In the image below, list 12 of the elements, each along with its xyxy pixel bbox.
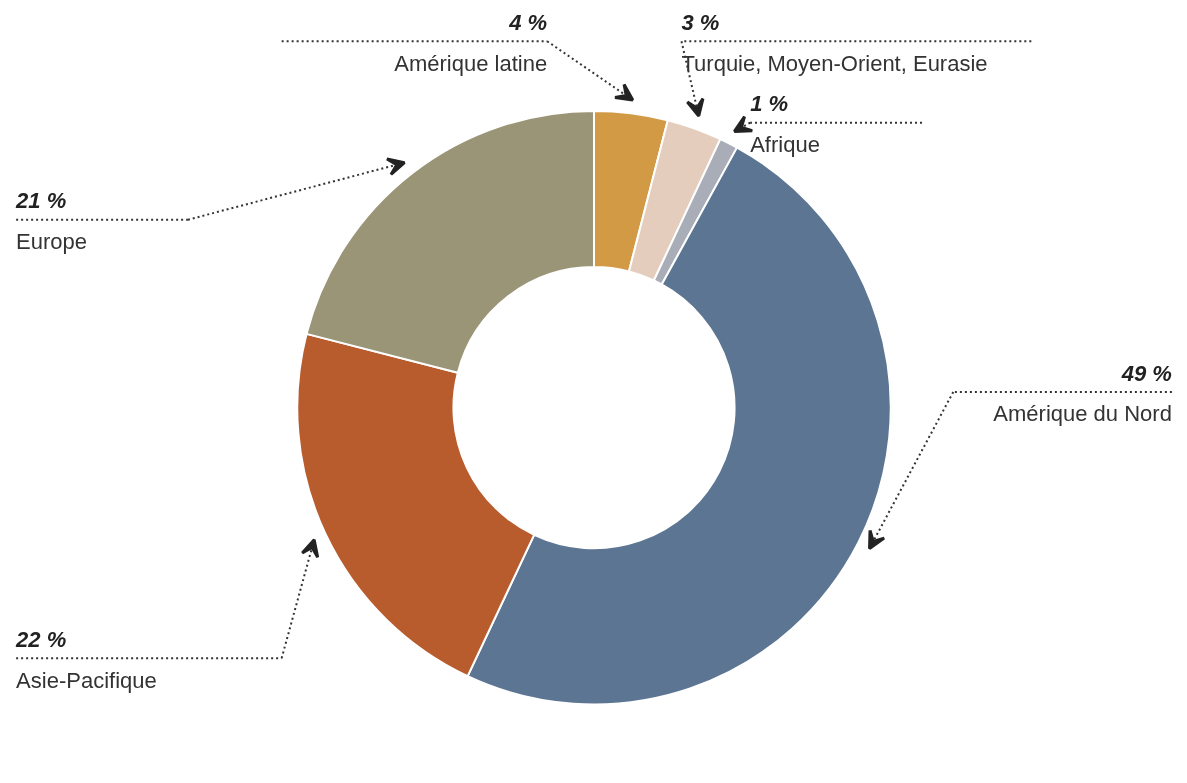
slice-label: Afrique — [750, 132, 820, 158]
slice-label: Turquie, Moyen-Orient, Eurasie — [681, 50, 988, 76]
data-label: 21 % — [15, 188, 67, 214]
data-label: 49 % — [1120, 360, 1172, 386]
slice-label: Asie-Pacifique — [16, 667, 157, 693]
slice-label: Europe — [16, 229, 88, 255]
data-label: 4 % — [508, 9, 548, 35]
data-label: 22 % — [15, 626, 67, 652]
data-label: 1 % — [750, 91, 789, 117]
data-label: 3 % — [681, 9, 720, 35]
slice-label: Amérique du Nord — [993, 401, 1172, 427]
slice-label: Amérique latine — [394, 50, 548, 76]
